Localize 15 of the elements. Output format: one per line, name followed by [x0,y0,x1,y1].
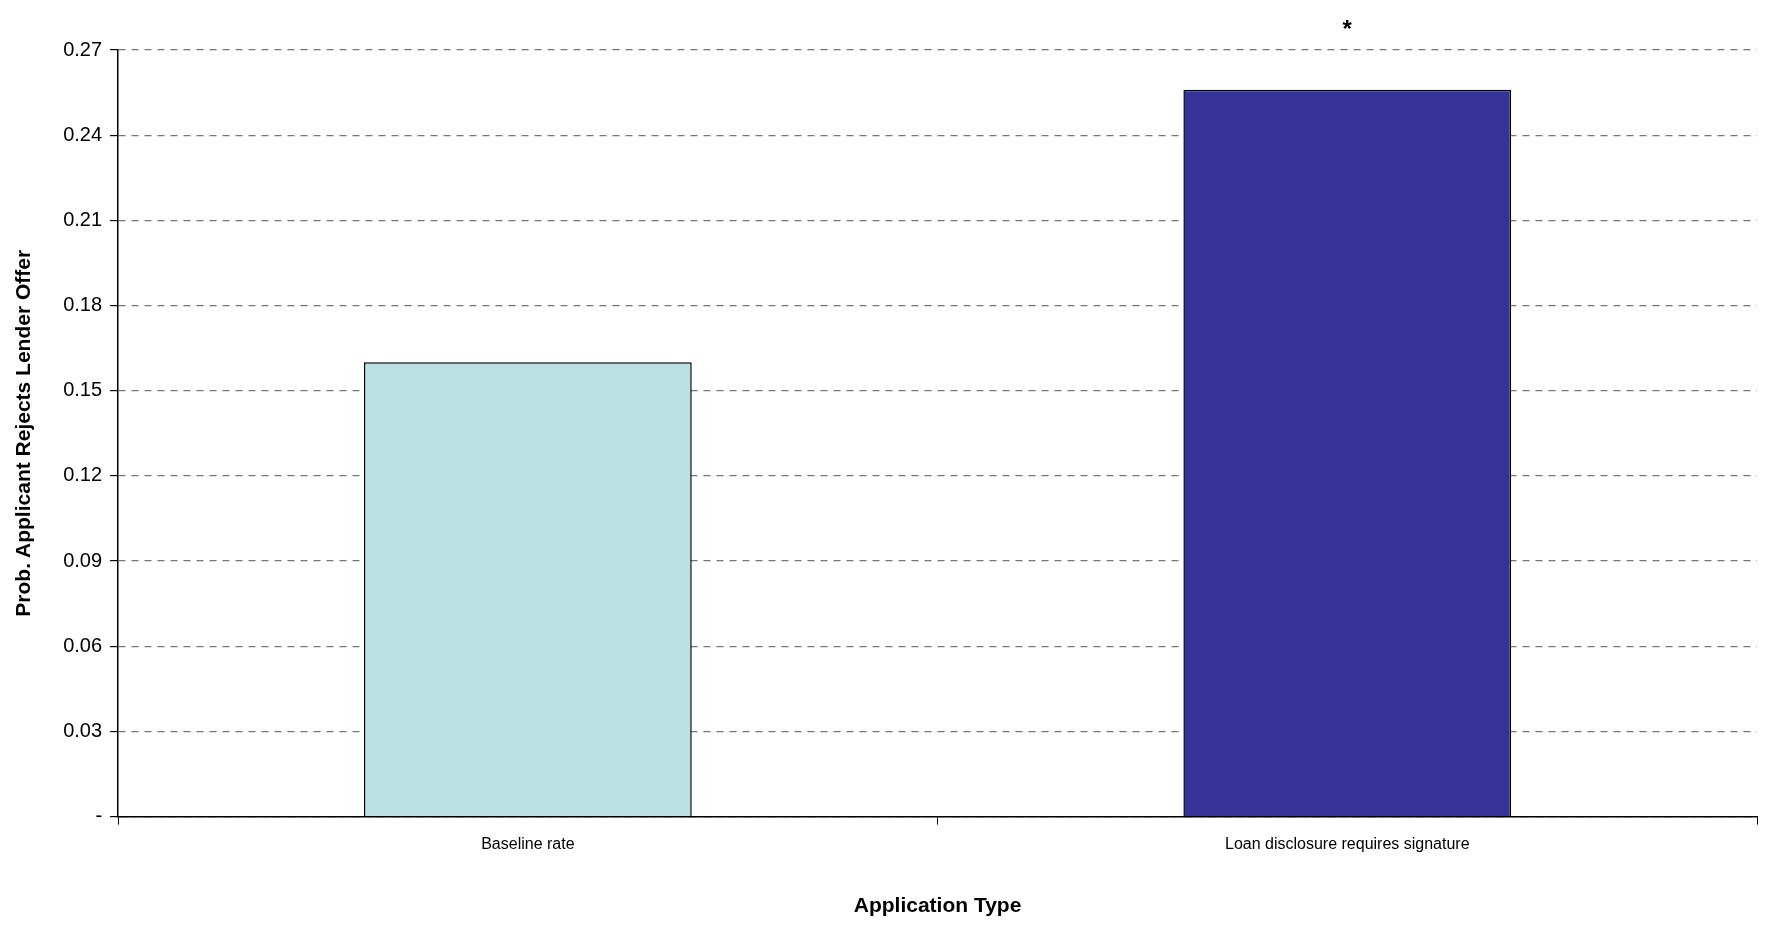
y-tick-label: - [95,804,103,827]
y-axis-title: Prob. Applicant Rejects Lender Offer [11,249,35,617]
text: * [1342,14,1353,42]
x-tick-label: Loan disclosure requires signature [1224,834,1470,852]
x-axis-title: Application Type [853,893,1022,917]
y-tick-label: 0.09 [63,548,103,571]
y-tick-label: 0.24 [63,122,103,145]
y-tick-label: 0.03 [63,718,103,741]
y-tick-label: 0.18 [63,293,103,316]
x-tick-label: Baseline rate [481,834,575,852]
y-tick-label: 0.27 [63,37,103,60]
y-tick-label: 0.12 [63,463,103,486]
y-tick-label: 0.15 [63,378,103,401]
y-tick-label: 0.21 [63,207,103,230]
y-tick-label: 0.06 [63,633,103,656]
